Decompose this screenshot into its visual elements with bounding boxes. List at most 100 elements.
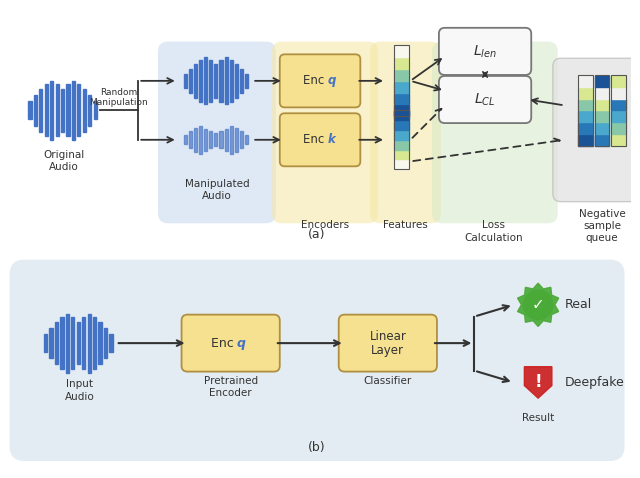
Text: (a): (a)	[308, 228, 326, 241]
Text: (b): (b)	[308, 441, 326, 454]
Bar	[578, 99, 593, 110]
Text: q: q	[328, 75, 336, 87]
Bar	[184, 74, 186, 88]
Text: Random
Manipulation: Random Manipulation	[90, 88, 148, 108]
Bar	[50, 81, 53, 140]
Bar	[230, 60, 233, 102]
Bar	[28, 101, 31, 119]
Bar	[611, 75, 626, 146]
Bar	[189, 69, 191, 93]
Bar	[611, 99, 626, 110]
Bar	[245, 74, 248, 88]
Bar	[93, 317, 96, 369]
Text: Encoders: Encoders	[301, 220, 349, 230]
Bar	[394, 110, 410, 169]
FancyBboxPatch shape	[339, 315, 437, 371]
Text: Pretrained
Encoder: Pretrained Encoder	[204, 376, 258, 398]
Bar	[394, 94, 410, 104]
FancyBboxPatch shape	[553, 58, 640, 202]
FancyBboxPatch shape	[439, 76, 531, 123]
Bar	[394, 70, 410, 81]
Bar	[204, 57, 207, 104]
Bar	[45, 85, 48, 136]
Bar	[99, 322, 102, 364]
Bar	[578, 75, 593, 146]
Text: Enc: Enc	[303, 133, 328, 146]
Text: Deepfake: Deepfake	[564, 376, 625, 389]
Text: Enc: Enc	[211, 337, 238, 349]
Bar	[66, 314, 69, 372]
Bar	[88, 95, 92, 126]
Bar	[394, 105, 410, 116]
Text: Layer: Layer	[371, 345, 404, 358]
Bar	[611, 111, 626, 122]
Bar	[214, 133, 218, 146]
FancyBboxPatch shape	[272, 42, 378, 223]
Bar	[60, 317, 63, 369]
Bar	[240, 131, 243, 148]
Bar	[44, 334, 47, 352]
Text: Linear: Linear	[369, 330, 406, 343]
Bar	[578, 111, 593, 122]
Bar	[189, 131, 191, 148]
Polygon shape	[524, 367, 552, 398]
Text: Features: Features	[383, 220, 428, 230]
Bar	[235, 128, 238, 152]
Bar	[93, 101, 97, 119]
Bar	[55, 322, 58, 364]
Bar	[72, 81, 75, 140]
Bar	[220, 60, 223, 102]
Bar	[56, 85, 59, 136]
Bar	[220, 131, 223, 148]
Text: Negative
sample
queue: Negative sample queue	[579, 208, 625, 243]
Text: q: q	[237, 337, 246, 349]
Bar	[595, 87, 609, 98]
Bar	[49, 328, 52, 358]
Bar	[204, 129, 207, 151]
Bar	[230, 126, 233, 154]
Bar	[194, 128, 197, 152]
Bar	[394, 82, 410, 93]
Bar	[394, 46, 410, 57]
Bar	[611, 76, 626, 87]
Bar	[61, 89, 64, 131]
Bar	[611, 87, 626, 98]
Bar	[611, 135, 626, 146]
FancyBboxPatch shape	[370, 42, 441, 223]
Bar	[394, 141, 410, 150]
Bar	[209, 60, 212, 102]
Bar	[235, 64, 238, 98]
Bar	[595, 99, 609, 110]
Text: Result: Result	[522, 413, 554, 423]
Bar	[578, 135, 593, 146]
Bar	[394, 45, 410, 116]
Bar	[34, 95, 37, 126]
Bar	[214, 64, 218, 98]
Bar	[225, 129, 228, 151]
Bar	[77, 322, 80, 364]
Bar	[394, 58, 410, 69]
Bar	[595, 135, 609, 146]
FancyBboxPatch shape	[280, 54, 360, 108]
Text: Original
Audio: Original Audio	[43, 150, 84, 172]
Bar	[39, 89, 42, 131]
Text: $L_{CL}$: $L_{CL}$	[474, 91, 496, 108]
Text: Input
Audio: Input Audio	[65, 380, 94, 402]
Bar	[240, 69, 243, 93]
FancyBboxPatch shape	[10, 260, 625, 461]
Bar	[104, 328, 107, 358]
Text: Real: Real	[564, 298, 592, 311]
Bar	[578, 76, 593, 87]
Circle shape	[524, 290, 553, 320]
FancyBboxPatch shape	[439, 28, 531, 75]
Text: $L_{len}$: $L_{len}$	[473, 43, 497, 60]
Text: Loss
Calculation: Loss Calculation	[465, 220, 524, 243]
Bar	[194, 64, 197, 98]
Bar	[394, 121, 410, 130]
Bar	[82, 317, 85, 369]
Text: ✓: ✓	[532, 297, 545, 312]
FancyBboxPatch shape	[182, 315, 280, 371]
Bar	[83, 89, 86, 131]
FancyBboxPatch shape	[158, 42, 276, 223]
Bar	[595, 75, 609, 146]
